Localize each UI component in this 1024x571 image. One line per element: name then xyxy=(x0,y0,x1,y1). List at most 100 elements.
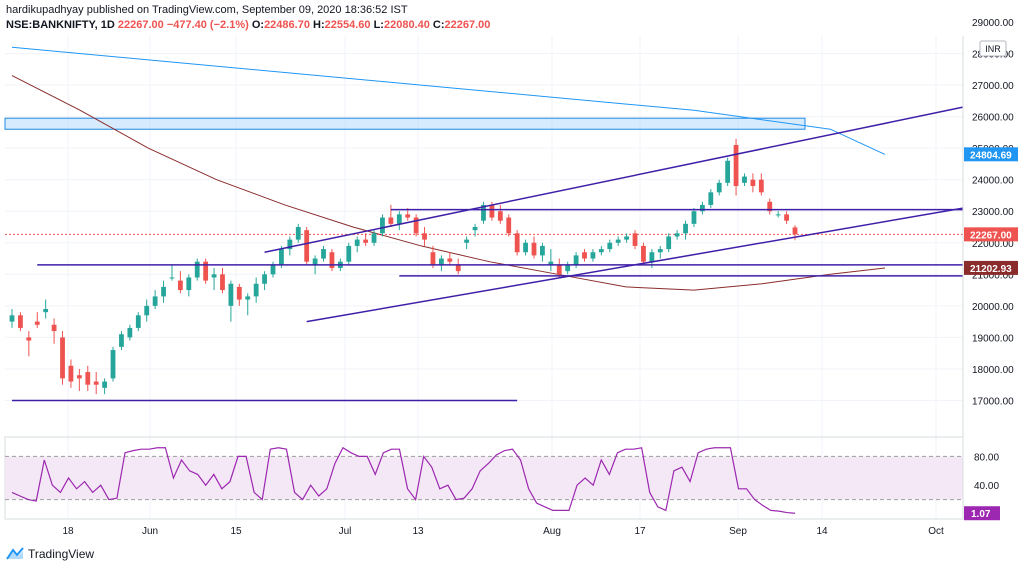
candle-down xyxy=(489,204,495,218)
candle-up xyxy=(708,192,714,205)
candle-up xyxy=(186,277,192,291)
candle-up xyxy=(565,264,571,272)
candle-down xyxy=(497,211,503,221)
candle-up xyxy=(481,204,486,221)
rsi-axis: 80.00 40.00 1.07 xyxy=(964,452,1000,521)
candle-up xyxy=(194,261,200,278)
candle-up xyxy=(674,233,680,237)
time-tick-label: Oct xyxy=(928,526,944,537)
currency-badge[interactable]: INR xyxy=(985,44,1001,54)
moving-average-brown xyxy=(11,75,886,291)
price-tick-label: 29000.00 xyxy=(972,18,1014,29)
candle-up xyxy=(396,214,402,224)
candle-up xyxy=(119,334,124,347)
price-badge xyxy=(964,227,1018,242)
candle-up xyxy=(615,239,621,243)
moving-average-blue xyxy=(11,46,886,155)
candle-up xyxy=(607,242,613,250)
candle-down xyxy=(758,179,764,193)
price-tick-label: 27000.00 xyxy=(972,81,1014,92)
candle-up xyxy=(270,264,276,275)
candle-up xyxy=(380,217,385,234)
tradingview-logo-icon xyxy=(6,547,24,560)
candle-down xyxy=(85,372,91,385)
candle-up xyxy=(649,252,655,262)
candle-up xyxy=(590,252,596,259)
trend-line xyxy=(264,106,964,253)
candle-down xyxy=(388,217,394,224)
candle-down xyxy=(363,239,369,243)
candle-up xyxy=(211,274,217,278)
time-tick-label: Sep xyxy=(729,526,747,537)
candle-up xyxy=(699,204,705,212)
candle-down xyxy=(455,264,461,272)
price-badge-label: 24804.69 xyxy=(970,150,1012,161)
candle-down xyxy=(26,337,32,341)
candle-up xyxy=(287,239,293,250)
candle-up xyxy=(43,309,49,313)
candle-down xyxy=(556,264,562,275)
rsi-current-badge xyxy=(964,506,1000,521)
candle-down xyxy=(236,286,242,300)
footer-brand[interactable]: TradingView xyxy=(28,547,95,561)
candle-up xyxy=(262,274,267,284)
high-value: 22554.60 xyxy=(324,19,371,31)
candle-down xyxy=(76,375,82,379)
time-tick-label: Jun xyxy=(142,526,158,537)
time-tick-label: 18 xyxy=(62,526,74,537)
low-value: 22080.40 xyxy=(383,19,430,31)
price-tick-label: 18000.00 xyxy=(972,365,1014,376)
candle-down xyxy=(18,315,23,328)
price-tick-label: 26000.00 xyxy=(972,113,1014,124)
publish-info: hardikupadhyay published on TradingView.… xyxy=(6,4,408,16)
candle-up xyxy=(624,236,630,240)
time-tick-label: Jul xyxy=(339,526,352,537)
candle-up xyxy=(683,223,688,234)
candle-up xyxy=(725,160,731,183)
time-axis[interactable]: 18 Jun 15 Jul 13 Aug 17 Sep 14 Oct xyxy=(62,526,944,537)
last-price: 22267.00 xyxy=(117,19,164,31)
candle-up xyxy=(279,249,284,265)
publish-text: published on TradingView.com, September … xyxy=(86,4,408,16)
candle-up xyxy=(245,296,251,300)
currency-badge-box[interactable] xyxy=(979,40,1007,57)
candle-up xyxy=(472,227,478,231)
candle-up xyxy=(9,315,15,322)
candle-down xyxy=(514,233,520,253)
candle-down xyxy=(430,252,436,265)
time-tick-label: 13 xyxy=(412,526,424,537)
candle-up xyxy=(464,239,470,243)
candle-up xyxy=(573,255,579,265)
candle-up xyxy=(110,350,116,379)
candle-down xyxy=(792,227,798,235)
author-name[interactable]: hardikupadhyay xyxy=(6,4,84,16)
time-tick-label: 15 xyxy=(230,526,242,537)
price-tick-label: 23000.00 xyxy=(972,207,1014,218)
candle-down xyxy=(177,280,183,291)
candle-up xyxy=(228,283,234,306)
candle-up xyxy=(295,227,301,240)
candle-up xyxy=(598,249,604,253)
candle-down xyxy=(531,242,537,256)
candle-up xyxy=(523,242,528,253)
candle-up xyxy=(438,258,444,265)
price-badge xyxy=(964,260,1018,275)
candle-up xyxy=(548,261,554,265)
candle-up xyxy=(253,283,259,297)
candle-up xyxy=(144,305,150,316)
candle-up xyxy=(346,245,352,262)
symbol-label[interactable]: NSE:BANKNIFTY, 1D xyxy=(6,19,115,31)
candle-down xyxy=(632,233,638,246)
candle-up xyxy=(775,214,781,216)
rsi-band xyxy=(5,456,963,500)
candle-up xyxy=(135,315,141,328)
candle-down xyxy=(405,214,411,218)
candle-down xyxy=(733,145,739,186)
candle-up xyxy=(152,296,158,306)
candle-up xyxy=(321,249,326,259)
price-axis[interactable]: 29000.0028000.0027000.0026000.0025000.00… xyxy=(972,18,1014,407)
price-badge-label: 21202.93 xyxy=(970,264,1012,275)
footer: TradingView xyxy=(6,547,94,561)
candle-up xyxy=(102,381,108,388)
